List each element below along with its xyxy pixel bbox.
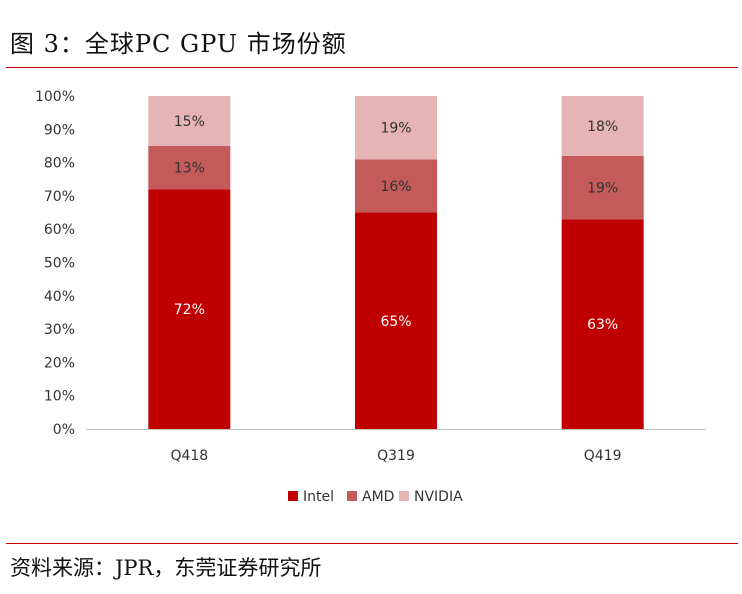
- y-tick-label: 0%: [53, 422, 75, 438]
- data-label-intel-q319: 65%: [380, 314, 411, 330]
- y-tick-label: 50%: [44, 256, 75, 272]
- bar-intel-q419: [561, 219, 644, 429]
- bar-amd-q419: [561, 155, 644, 220]
- y-tick-label: 100%: [35, 89, 75, 105]
- y-tick-label: 90%: [44, 122, 75, 138]
- y-tick-label: 40%: [44, 289, 75, 305]
- x-tick-label: Q419: [584, 448, 622, 464]
- source-divider: [6, 543, 738, 544]
- source-note: 资料来源：JPR，东莞证券研究所: [10, 556, 322, 580]
- y-tick-label: 60%: [44, 222, 75, 238]
- y-tick-label: 70%: [44, 189, 75, 205]
- legend-label-amd: AMD: [362, 489, 394, 505]
- y-axis: 0% 10% 20% 30% 40% 50% 60% 70% 80% 90% 100%: [35, 89, 75, 438]
- bar-nvidia-q418: [148, 96, 231, 146]
- bar-nvidia-q419: [561, 96, 644, 156]
- data-label-amd-q419: 19%: [587, 181, 618, 197]
- x-tick-label: Q418: [170, 448, 208, 464]
- y-tick-label: 80%: [44, 156, 75, 172]
- legend-swatch-nvidia: [399, 491, 409, 501]
- title-divider: [6, 67, 738, 68]
- data-label-amd-q418: 13%: [174, 161, 205, 177]
- data-label-nvidia-q419: 18%: [587, 119, 618, 135]
- y-tick-label: 30%: [44, 322, 75, 338]
- legend-swatch-amd: [347, 491, 357, 501]
- x-tick-label: Q319: [377, 448, 415, 464]
- bar-nvidia-q319: [355, 96, 437, 160]
- data-label-amd-q319: 16%: [380, 179, 411, 195]
- bar-intel-q418: [148, 189, 231, 429]
- bar-amd-q319: [355, 159, 437, 213]
- bar-intel-q319: [355, 212, 437, 429]
- legend-label-intel: Intel: [303, 489, 334, 505]
- data-label-intel-q418: 72%: [174, 302, 205, 318]
- y-tick-label: 10%: [44, 389, 75, 405]
- data-label-nvidia-q319: 19%: [380, 121, 411, 137]
- legend-label-nvidia: NVIDIA: [414, 489, 463, 505]
- data-label-intel-q419: 63%: [587, 317, 618, 333]
- legend-swatch-intel: [288, 491, 298, 501]
- y-tick-label: 20%: [44, 355, 75, 371]
- x-axis: Q418 Q319 Q419: [86, 429, 706, 464]
- legend: Intel AMD NVIDIA: [288, 489, 463, 505]
- bars-group: 72% 13% 15% 65% 16% 19% 63% 19% 18%: [148, 96, 644, 429]
- data-label-nvidia-q418: 15%: [174, 114, 205, 130]
- figure-title: 图 3：全球PC GPU 市场份额: [10, 30, 347, 58]
- bar-amd-q418: [148, 145, 231, 190]
